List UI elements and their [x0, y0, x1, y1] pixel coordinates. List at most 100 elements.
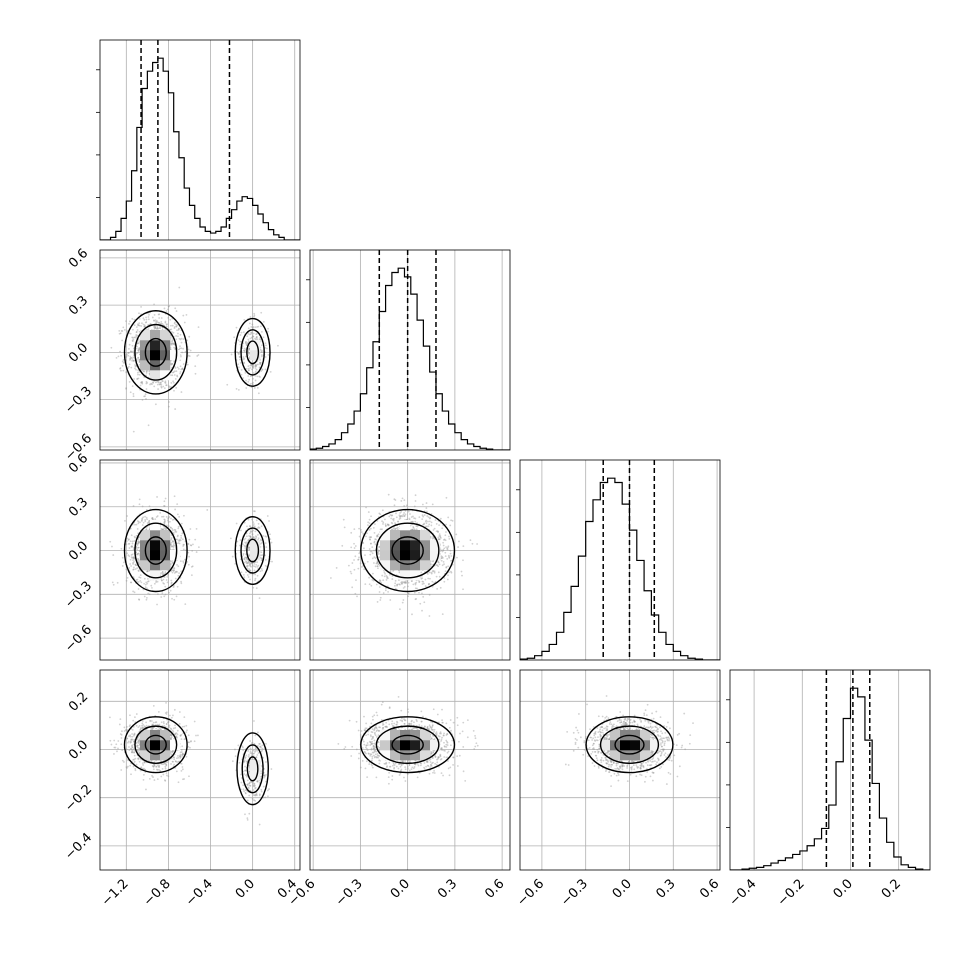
sample-point	[384, 573, 386, 575]
sample-point	[243, 549, 246, 552]
sample-point	[177, 367, 180, 370]
sample-point	[176, 503, 179, 506]
sample-point	[371, 578, 374, 581]
sample-point	[170, 386, 172, 388]
sample-point	[398, 515, 401, 518]
sample-point	[245, 542, 248, 545]
sample-point	[277, 344, 279, 347]
sample-point	[247, 539, 250, 542]
sample-point	[397, 520, 399, 523]
sample-point	[375, 583, 378, 586]
sample-point	[370, 542, 372, 545]
sample-point	[403, 504, 406, 507]
sample-point	[180, 347, 183, 350]
sample-point	[469, 539, 472, 542]
sample-point	[421, 514, 424, 517]
sample-point	[172, 546, 175, 548]
sample-point	[148, 370, 151, 373]
sample-point	[405, 504, 408, 507]
sample-point	[145, 316, 147, 319]
sample-point	[247, 338, 250, 341]
sample-point	[145, 527, 148, 529]
sample-point	[427, 520, 429, 523]
sample-point	[407, 592, 410, 595]
sample-point	[187, 354, 190, 357]
sample-point	[171, 362, 174, 365]
sample-point	[135, 368, 137, 371]
sample-point	[132, 430, 135, 433]
sample-point	[252, 523, 255, 525]
sample-point	[136, 371, 139, 374]
sample-point	[255, 364, 257, 367]
sample-point	[151, 723, 154, 726]
density-cell	[410, 530, 421, 541]
sample-point	[247, 554, 250, 557]
sample-point	[132, 556, 135, 559]
sample-point	[172, 570, 175, 573]
sample-point	[127, 765, 129, 768]
sample-point	[126, 515, 129, 517]
sample-point	[180, 770, 183, 772]
sample-point	[367, 524, 369, 527]
sample-point	[135, 331, 138, 334]
sample-point	[181, 367, 184, 370]
sample-point	[126, 353, 128, 355]
sample-point	[163, 505, 166, 507]
sample-point	[441, 556, 444, 558]
sample-point	[450, 570, 452, 573]
sample-point	[250, 332, 252, 335]
sample-point	[401, 601, 404, 604]
sample-point	[170, 728, 173, 731]
sample-point	[149, 719, 152, 722]
sample-point	[174, 529, 177, 532]
sample-point	[173, 321, 176, 324]
sample-point	[150, 584, 153, 587]
sample-point	[374, 543, 377, 546]
sample-point	[171, 529, 174, 532]
sample-point	[245, 560, 248, 563]
sample-point	[418, 580, 421, 583]
sample-point	[174, 378, 177, 380]
sample-point	[173, 758, 176, 761]
sample-point	[365, 506, 367, 509]
sample-point	[136, 378, 138, 380]
sample-point	[159, 383, 161, 386]
sample-point	[164, 381, 166, 384]
sample-point	[243, 557, 246, 560]
sample-point	[369, 553, 372, 556]
sample-point	[242, 552, 245, 555]
sample-point	[229, 537, 232, 540]
sample-point	[197, 326, 200, 329]
sample-point	[154, 320, 157, 323]
sample-point	[248, 555, 250, 558]
sample-point	[177, 527, 180, 530]
sample-point	[172, 569, 175, 572]
sample-point	[125, 320, 127, 322]
sample-point	[415, 525, 418, 527]
sample-point	[180, 537, 183, 539]
sample-point	[443, 538, 446, 541]
sample-point	[143, 325, 146, 328]
sample-point	[362, 542, 365, 545]
sample-point	[163, 722, 165, 725]
sample-point	[145, 370, 148, 373]
sample-point	[141, 726, 144, 729]
sample-point	[399, 608, 401, 611]
sample-point	[136, 745, 138, 748]
sample-point	[455, 533, 458, 536]
sample-point	[444, 539, 447, 542]
sample-point	[130, 554, 133, 556]
sample-point	[235, 388, 238, 390]
sample-point	[394, 582, 397, 585]
density-cell	[160, 350, 171, 361]
sample-point	[256, 527, 259, 530]
sample-point	[367, 511, 370, 513]
sample-point	[137, 541, 140, 544]
sample-point	[131, 557, 134, 560]
sample-point	[162, 578, 165, 581]
sample-point	[132, 338, 135, 341]
sample-point	[146, 580, 149, 583]
sample-point	[183, 778, 186, 780]
sample-point	[175, 325, 178, 328]
sample-point	[165, 579, 168, 581]
